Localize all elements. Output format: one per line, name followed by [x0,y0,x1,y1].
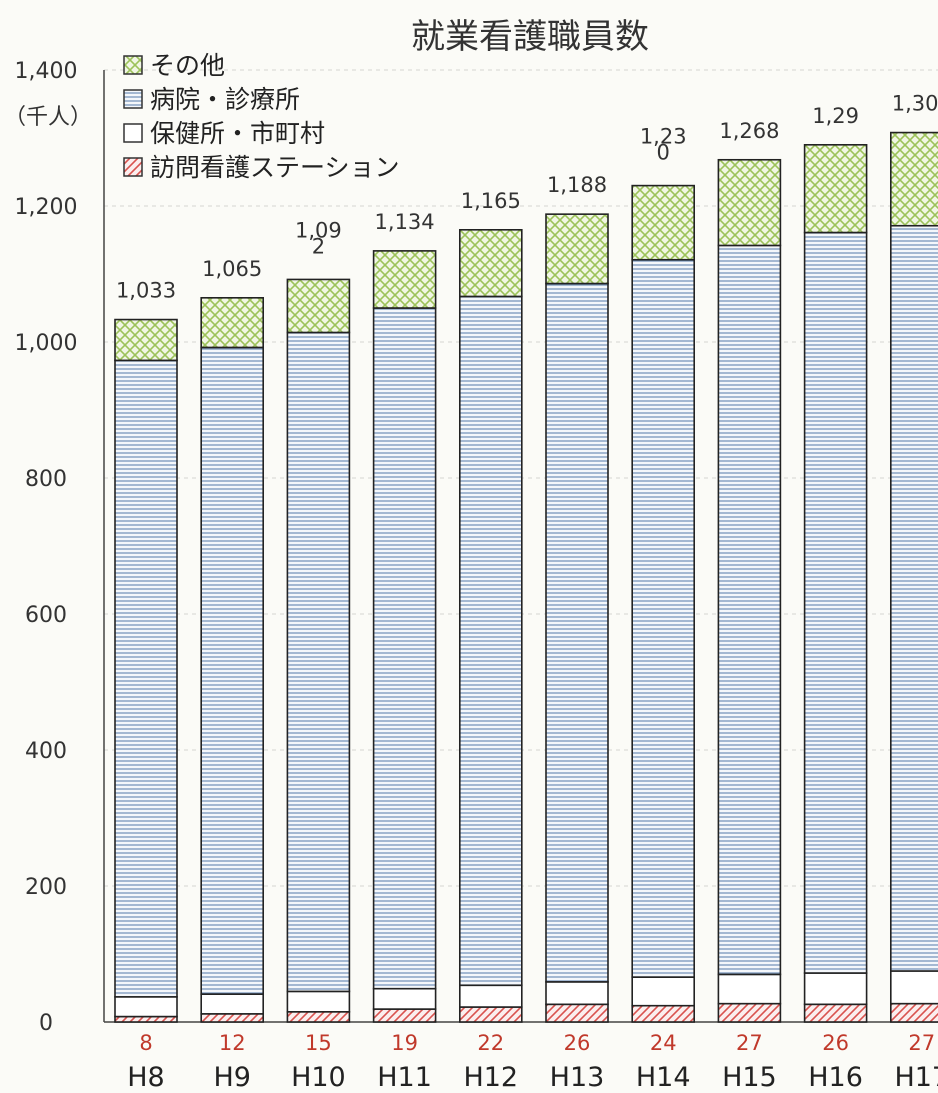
bar-segment [803,972,868,1006]
bar-segment [545,282,609,983]
x-category-label: H8 [127,1062,164,1093]
bar-segment [545,1003,609,1023]
y-tick-label: 200 [25,875,67,900]
x-category-label: H9 [213,1062,250,1093]
x-category-label: H11 [377,1062,432,1093]
bar-segment [717,244,782,976]
bar-segment [889,1002,938,1023]
bar-segment [372,987,437,1010]
station-value-label: 19 [391,1031,418,1055]
bar-segment [372,250,437,309]
y-unit-label: （千人） [4,105,92,130]
bar-segment [458,1006,523,1023]
bar-segment [200,993,264,1015]
bar-segment [803,1003,868,1023]
y-tick-label: 1,200 [15,195,78,220]
legend-label: 訪問看護ステーション [150,153,400,182]
bar-segment [545,213,609,285]
bar-segment [200,1013,264,1023]
station-value-label: 24 [650,1031,677,1055]
total-value-label: 1,165 [461,189,521,213]
y-tick-label: 0 [39,1011,53,1036]
x-category-label: H13 [550,1062,605,1093]
bar-segment [717,158,782,247]
total-value-label: 1,23 0 [640,125,687,165]
bar-segment [717,1002,782,1023]
bar-segment [631,1004,696,1023]
bar-segment [286,1010,351,1023]
total-value-label: 1,29 [812,104,859,128]
bar-segment [803,144,868,234]
y-tick-label: 600 [25,603,67,628]
station-value-label: 27 [908,1031,935,1055]
y-tick-label: 400 [25,739,67,764]
bar-segment [200,296,264,349]
station-value-label: 12 [219,1031,246,1055]
x-category-label: H12 [463,1062,518,1093]
bar-segment [717,973,782,1005]
station-value-label: 22 [477,1031,504,1055]
bar-segment [631,976,696,1007]
legend-swatch [123,55,143,75]
bar-segment [114,1015,178,1023]
station-value-label: 27 [736,1031,763,1055]
bar-segment [631,258,696,978]
x-category-label: H16 [808,1062,863,1093]
bar-segment [889,131,938,227]
y-tick-label: 800 [25,467,67,492]
y-tick-label: 1,400 [15,59,78,84]
legend-swatch [123,157,143,177]
chart-title: 就業看護職員数 [411,17,649,57]
station-value-label: 26 [822,1031,849,1055]
bars [114,131,938,1023]
x-category-label: H17 [894,1062,938,1093]
y-tick-label: 1,000 [15,331,78,356]
total-value-label: 1,134 [375,210,435,234]
total-value-label: 1,065 [202,257,262,281]
bar-segment [458,984,523,1008]
bar-segment [200,346,264,995]
x-category-label: H14 [636,1062,691,1093]
bar-segment [286,278,351,334]
x-category-label: H10 [291,1062,346,1093]
legend-swatch [123,123,143,143]
total-value-label: 1,268 [719,119,779,143]
bar-segment [286,990,351,1013]
total-value-label: 1,308 [892,92,938,116]
bar-segment [114,996,178,1018]
legend-label: 病院・診療所 [150,85,300,114]
bar-segment [114,359,178,998]
bar-segment [114,318,178,362]
bar-segment [889,970,938,1005]
total-value-label: 1,188 [547,173,607,197]
x-category-label: H15 [722,1062,777,1093]
bar-segment [631,184,696,261]
bar-segment [458,295,523,987]
bar-segment [458,229,523,298]
station-value-label: 8 [139,1031,152,1055]
legend-label: 保健所・市町村 [150,119,325,148]
data-labels: 1,033 8 H8 1,065 12 H9 1,09 2 15 H10 1,134 19 H11 1,1… [116,92,938,1093]
bar-segment [372,1008,437,1023]
bar-segment [803,231,868,974]
bar-segment [372,307,437,990]
total-value-label: 1,09 2 [295,218,342,258]
station-value-label: 15 [305,1031,332,1055]
bar-segment [545,981,609,1006]
station-value-label: 26 [564,1031,591,1055]
legend-swatch [123,89,143,109]
bar-segment [286,331,351,993]
bar-segment [889,224,938,972]
total-value-label: 1,033 [116,279,176,303]
legend-label: その他 [150,51,225,80]
